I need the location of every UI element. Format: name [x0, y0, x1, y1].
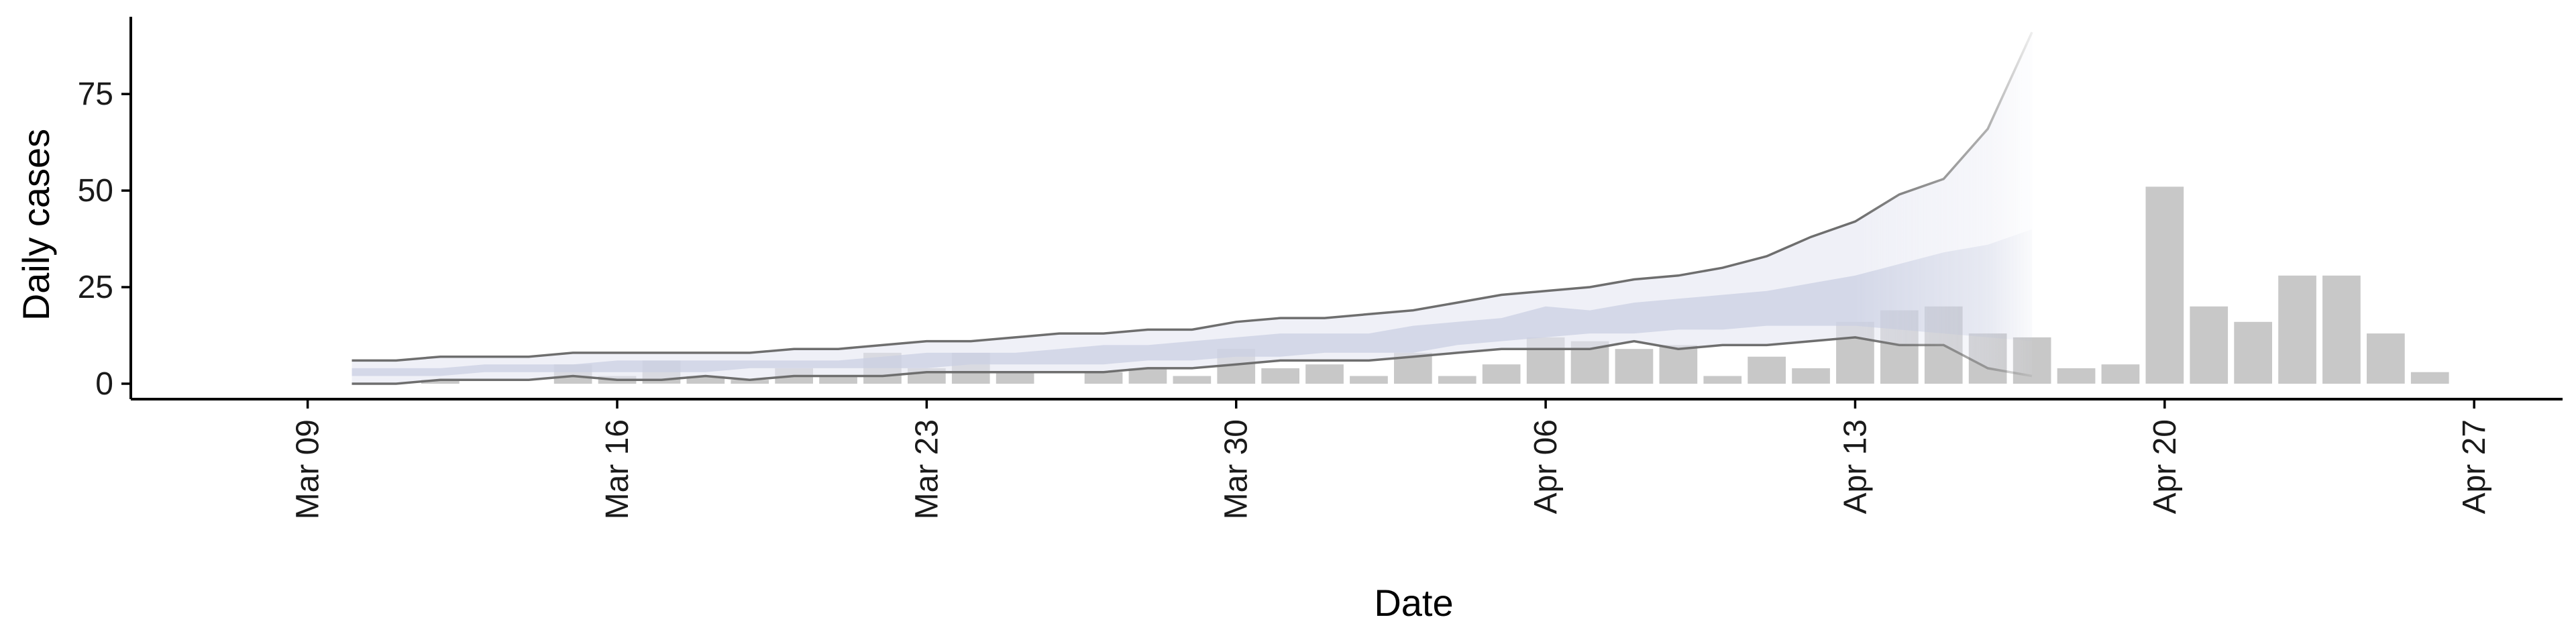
x-tick-label: Mar 23 — [909, 419, 945, 519]
y-tick-label: 75 — [78, 76, 113, 112]
bar — [2145, 186, 2184, 384]
bar — [996, 372, 1034, 384]
bar — [1350, 376, 1388, 384]
bar — [2101, 364, 2140, 384]
interval-upper-line — [352, 32, 2033, 362]
bar — [1438, 376, 1477, 384]
bar — [2278, 275, 2316, 384]
x-axis-title: Date — [1374, 582, 1453, 624]
bar — [1173, 376, 1212, 384]
bar — [2234, 321, 2272, 384]
x-tick-label: Apr 27 — [2457, 419, 2492, 514]
x-axis-ticks: Mar 09 Mar 16 Mar 23 Mar 30 Apr 06 Apr 13 Apr … — [290, 399, 2492, 519]
interval-lower-line — [352, 336, 2033, 385]
bar — [1792, 368, 1830, 384]
bar — [2190, 306, 2229, 384]
y-tick-label: 50 — [78, 173, 113, 209]
x-tick-label: Mar 09 — [290, 419, 326, 519]
x-tick-label: Mar 30 — [1219, 419, 1254, 519]
y-tick-label: 0 — [95, 366, 113, 402]
bar — [1482, 364, 1521, 384]
bar — [1659, 345, 1698, 384]
bar — [1615, 349, 1654, 384]
y-axis-ticks: 0 25 50 75 — [78, 76, 131, 402]
x-tick-label: Apr 13 — [1837, 419, 1873, 514]
bar — [731, 380, 769, 384]
bar — [1703, 376, 1742, 384]
bar — [819, 376, 857, 384]
x-tick-label: Mar 16 — [600, 419, 635, 519]
bar — [2367, 333, 2405, 384]
bar — [2410, 372, 2449, 384]
interval-band-90 — [352, 32, 2033, 384]
y-tick-label: 25 — [78, 270, 113, 305]
bar — [1748, 356, 1786, 384]
bar — [1084, 372, 1123, 384]
bar — [1261, 368, 1299, 384]
interval-band-50 — [352, 229, 2033, 376]
x-tick-label: Apr 06 — [1528, 419, 1564, 514]
bar — [421, 380, 460, 384]
estimate-bands — [352, 32, 2033, 385]
x-tick-label: Apr 20 — [2147, 419, 2183, 514]
bar — [2322, 275, 2361, 384]
bar — [1128, 368, 1167, 384]
y-axis-title: Daily cases — [15, 129, 57, 321]
bar — [2057, 368, 2096, 384]
bar — [686, 376, 725, 384]
bar — [1305, 364, 1344, 384]
